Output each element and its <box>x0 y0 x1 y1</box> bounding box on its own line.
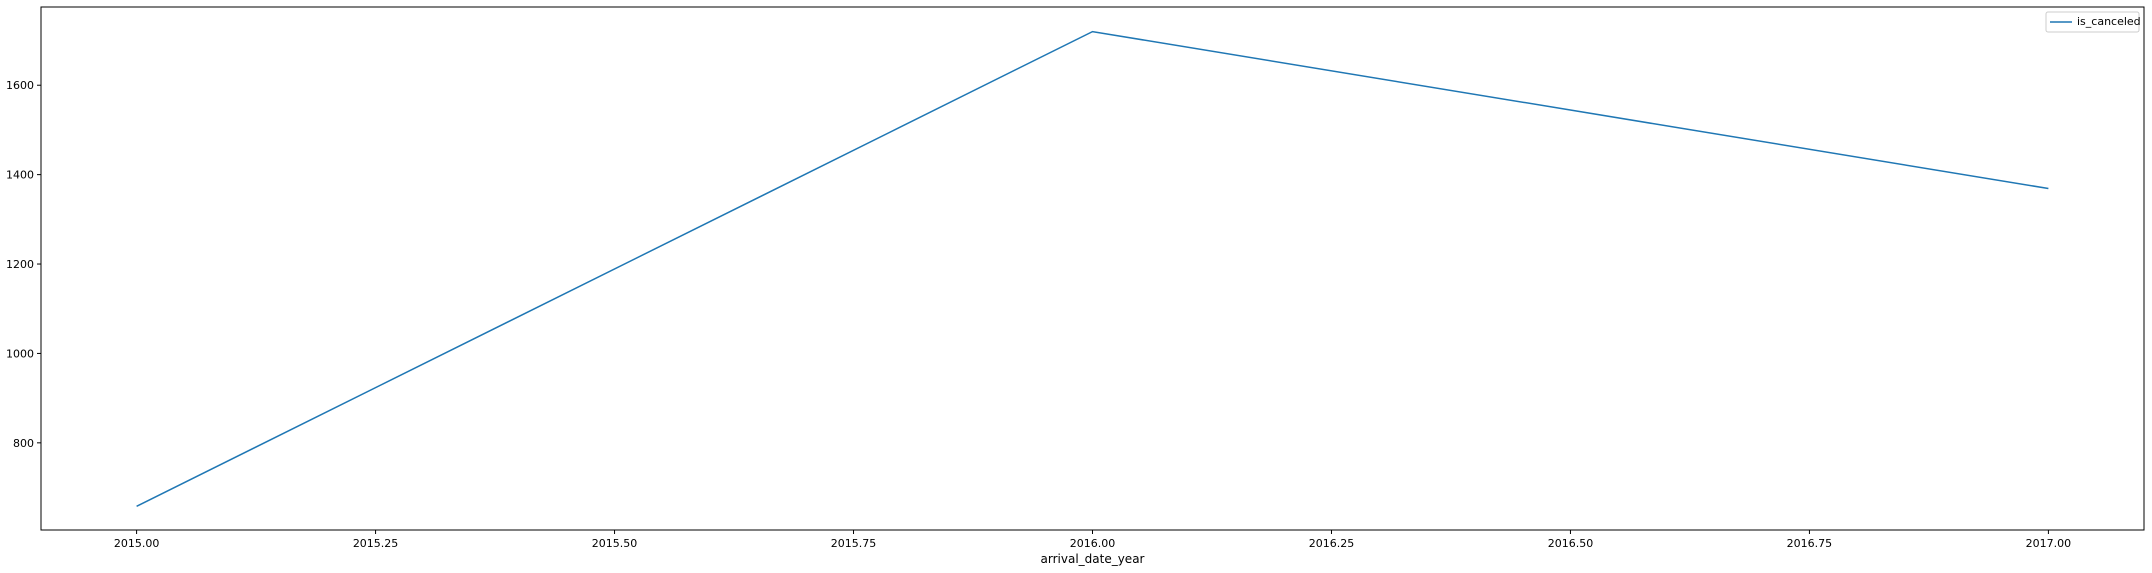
legend-frame <box>2045 11 2140 33</box>
x-tick-label: 2016.00 <box>1070 537 1116 550</box>
y-tick-label: 1400 <box>6 169 34 182</box>
y-tick-label: 800 <box>13 437 34 450</box>
x-tick-label: 2016.75 <box>1787 537 1833 550</box>
x-tick-label: 2016.25 <box>1309 537 1355 550</box>
series-line-is-canceled <box>136 30 2049 507</box>
x-tick-label: 2015.75 <box>831 537 877 550</box>
y-tick-label: 1200 <box>6 258 34 271</box>
axes-frame <box>40 6 2145 531</box>
x-axis-label: arrival_date_year <box>1041 552 1145 566</box>
y-tick-label: 1600 <box>6 79 34 92</box>
x-axis-ticks: 2015.00 2015.25 2015.50 2015.75 2016.00 2016.… <box>114 530 2071 550</box>
legend: is_canceled <box>2045 11 2141 33</box>
x-tick-label: 2015.00 <box>114 537 160 550</box>
plot-area <box>40 6 2145 531</box>
x-tick-label: 2017.00 <box>2026 537 2072 550</box>
x-tick-label: 2015.50 <box>592 537 638 550</box>
legend-label-is-canceled: is_canceled <box>2077 15 2141 28</box>
y-tick-label: 1000 <box>6 347 34 360</box>
x-tick-label: 2016.50 <box>1548 537 1594 550</box>
y-axis-ticks: 800 1000 1200 1400 1600 <box>6 79 41 450</box>
x-tick-label: 2015.25 <box>353 537 399 550</box>
